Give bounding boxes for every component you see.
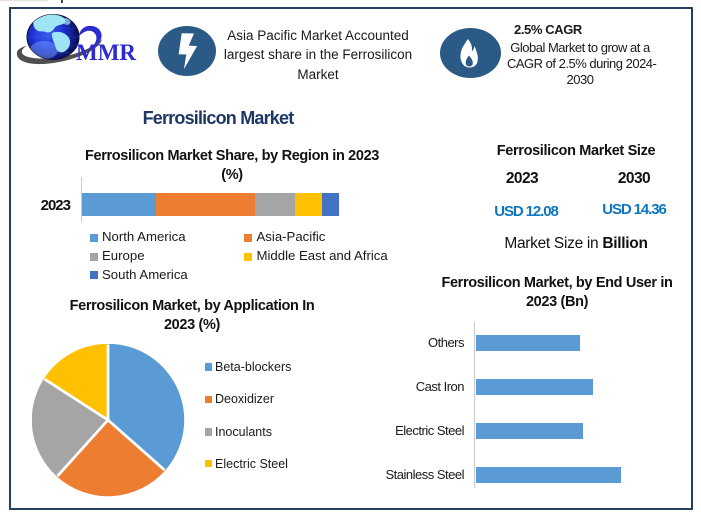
svg-text:MMR: MMR xyxy=(76,40,136,65)
